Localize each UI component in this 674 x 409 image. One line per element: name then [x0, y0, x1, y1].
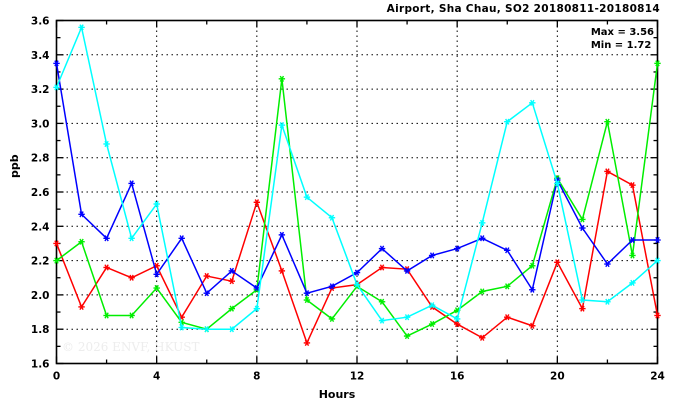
y-tick-label: 3.4 — [31, 50, 50, 62]
y-tick-label: 1.8 — [31, 324, 50, 336]
y-tick-label: 3.6 — [31, 16, 50, 28]
stats-annotation: Max = 3.56 Min = 1.72 — [591, 26, 654, 52]
y-tick-label: 1.6 — [31, 359, 50, 371]
series-series1 — [53, 168, 661, 347]
max-label: Max = 3.56 — [590, 27, 654, 38]
y-tick-label: 3.2 — [31, 84, 50, 96]
y-tick-label: 2.2 — [31, 256, 50, 268]
y-tick-label: 2.8 — [31, 153, 50, 165]
x-axis-label: Hours — [318, 388, 356, 401]
y-tick-label: 3.0 — [31, 118, 50, 130]
series-series4 — [53, 24, 661, 333]
x-tick-label: 4 — [153, 371, 160, 383]
min-label: Min = 1.72 — [590, 40, 652, 51]
x-tick-label: 20 — [550, 371, 565, 383]
y-tick-label: 2.4 — [31, 221, 50, 233]
x-tick-label: 8 — [253, 371, 260, 383]
chart-title: Airport, Sha Chau, SO2 20180811-20180814 — [386, 3, 660, 15]
series-series2 — [53, 60, 661, 340]
x-tick-label: 0 — [53, 371, 60, 383]
x-tick-label: 16 — [450, 371, 465, 383]
watermark: © 2026 ENVF, HKUST — [62, 340, 200, 354]
series-series3 — [53, 60, 661, 297]
y-tick-label: 2.6 — [31, 187, 50, 199]
y-tick-label: 2.0 — [31, 290, 50, 302]
x-tick-label: 24 — [650, 371, 665, 383]
x-tick-label: 12 — [350, 371, 365, 383]
